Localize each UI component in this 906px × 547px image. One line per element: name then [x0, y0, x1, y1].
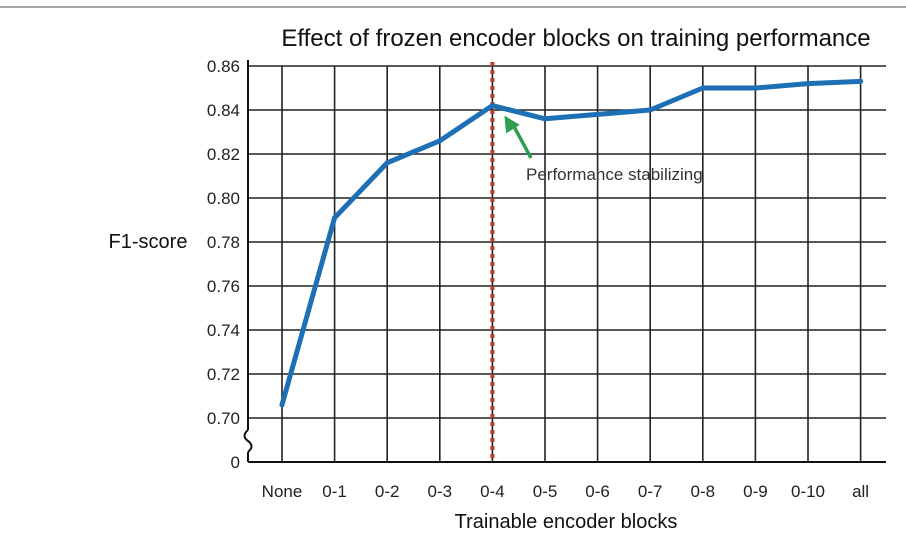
x-tick-label: 0-8 — [691, 482, 716, 501]
series-group — [279, 78, 864, 408]
data-point — [542, 116, 548, 122]
data-point — [332, 215, 338, 221]
chart-title: Effect of frozen encoder blocks on train… — [281, 25, 870, 52]
x-tick-label: 0-7 — [638, 482, 663, 501]
y-tick-labels: 0.86 0.84 0.82 0.80 0.78 0.76 0.74 0.72 0.70 0 — [207, 57, 240, 472]
x-tick-label: 0-6 — [585, 482, 610, 501]
data-point — [805, 81, 811, 87]
y-tick-label: 0.72 — [207, 365, 240, 384]
x-tick-label: 0-10 — [791, 482, 825, 501]
grid-lines — [248, 65, 886, 463]
y-axis-label: F1-score — [109, 231, 188, 253]
x-tick-label: all — [852, 482, 869, 501]
x-tick-label: None — [262, 482, 303, 501]
y-tick-label: 0.80 — [207, 189, 240, 208]
annotation-text: Performance stabilizing — [526, 165, 703, 184]
annotation-group: Performance stabilizing — [504, 115, 703, 184]
y-tick-label: 0 — [231, 453, 240, 472]
x-tick-label: 0-4 — [480, 482, 505, 501]
data-point — [858, 78, 864, 84]
x-tick-label: 0-1 — [322, 482, 347, 501]
y-tick-label: 0.70 — [207, 409, 240, 428]
data-point — [752, 85, 758, 91]
x-axis-label: Trainable encoder blocks — [455, 511, 678, 533]
x-tick-label: 0-2 — [375, 482, 400, 501]
x-tick-labels: None 0-1 0-2 0-3 0-4 0-5 0-6 0-7 0-8 0-9 0-10 all — [262, 482, 869, 501]
data-point — [384, 160, 390, 166]
y-tick-label: 0.78 — [207, 233, 240, 252]
data-point — [489, 103, 495, 109]
axis-break-mark — [243, 429, 253, 453]
data-point — [595, 111, 601, 117]
axes — [243, 60, 886, 463]
y-tick-label: 0.84 — [207, 101, 240, 120]
data-point — [647, 107, 653, 113]
annotation-arrow-head — [504, 115, 520, 134]
data-point — [279, 402, 285, 408]
x-tick-label: 0-5 — [533, 482, 558, 501]
y-tick-label: 0.74 — [207, 321, 240, 340]
annotation-arrow-shaft — [510, 122, 533, 159]
y-tick-label: 0.82 — [207, 145, 240, 164]
data-point — [437, 138, 443, 144]
series-line — [279, 78, 864, 408]
x-tick-label: 0-3 — [428, 482, 453, 501]
y-tick-label: 0.86 — [207, 57, 240, 76]
x-tick-label: 0-9 — [743, 482, 768, 501]
y-tick-label: 0.76 — [207, 277, 240, 296]
data-point — [700, 85, 706, 91]
top-rule — [0, 6, 906, 8]
